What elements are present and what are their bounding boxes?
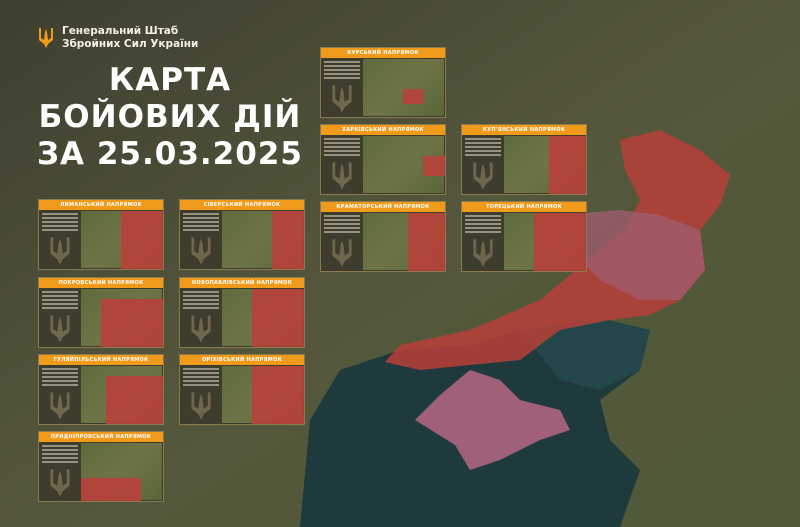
direction-panel: ЛИМАНСЬКИЙ НАПРЯМОК: [38, 199, 164, 270]
trident-icon: [191, 237, 211, 265]
panel-map: [81, 366, 163, 424]
panel-map: [222, 289, 304, 347]
panel-map: [222, 211, 304, 269]
direction-panel: ТОРЕЦЬКИЙ НАПРЯМОК: [461, 201, 587, 272]
trident-icon: [191, 315, 211, 343]
panel-title: ОРІХІВСЬКИЙ НАПРЯМОК: [180, 355, 304, 365]
occupied-area: [121, 211, 163, 269]
occupied-area: [106, 376, 163, 424]
trident-icon: [332, 85, 352, 113]
occupied-area: [272, 211, 304, 269]
panel-title: ПОКРОВСЬКИЙ НАПРЯМОК: [39, 278, 163, 288]
panel-title: КУП'ЯНСЬКИЙ НАПРЯМОК: [462, 125, 586, 135]
direction-panel: НОВОПАВЛІВСЬКИЙ НАПРЯМОК: [179, 277, 305, 348]
trident-icon: [191, 392, 211, 420]
panel-title: ГУЛЯЙПІЛЬСЬКИЙ НАПРЯМОК: [39, 355, 163, 365]
panel-description: [324, 215, 360, 235]
panel-description: [324, 138, 360, 158]
page-title: КАРТА БОЙОВИХ ДІЙ ЗА 25.03.2025: [0, 62, 340, 173]
panel-map: [363, 59, 444, 116]
panel-title: ЛИМАНСЬКИЙ НАПРЯМОК: [39, 200, 163, 210]
title-line-2: БОЙОВИХ ДІЙ: [38, 99, 302, 135]
crimea: [415, 370, 570, 470]
panel-title: ТОРЕЦЬКИЙ НАПРЯМОК: [462, 202, 586, 212]
azov-sea: [520, 318, 650, 390]
title-date: ЗА 25.03.2025: [37, 136, 303, 172]
panel-description: [42, 445, 78, 465]
panel-description: [183, 368, 219, 388]
panel-map: [504, 213, 586, 271]
trident-icon: [50, 315, 70, 343]
brand: Генеральний Штаб Збройних Сил України: [38, 25, 198, 51]
occupied-area: [549, 136, 586, 194]
trident-icon: [332, 162, 352, 190]
trident-icon: [50, 237, 70, 265]
occupied-area: [423, 156, 445, 176]
trident-icon: [50, 392, 70, 420]
direction-panel: ХАРКІВСЬКИЙ НАПРЯМОК: [320, 124, 446, 195]
direction-panel: КУП'ЯНСЬКИЙ НАПРЯМОК: [461, 124, 587, 195]
panel-description: [183, 291, 219, 311]
panel-title: ХАРКІВСЬКИЙ НАПРЯМОК: [321, 125, 445, 135]
org-line-2: Збройних Сил України: [62, 38, 199, 50]
panel-description: [465, 215, 501, 235]
panel-title: ПРИДНІПРОВСЬКИЙ НАПРЯМОК: [39, 432, 163, 442]
panel-title: КРАМАТОРСЬКИЙ НАПРЯМОК: [321, 202, 445, 212]
panel-description: [42, 213, 78, 233]
occupied-area: [408, 213, 445, 271]
occupied-area: [252, 366, 304, 424]
title-line-1: КАРТА: [108, 62, 232, 98]
panel-map: [504, 136, 586, 194]
panel-title: КУРСЬКИЙ НАПРЯМОК: [321, 48, 445, 58]
direction-panel: ПОКРОВСЬКИЙ НАПРЯМОК: [38, 277, 164, 348]
panel-title: СІВЕРСЬКИЙ НАПРЯМОК: [180, 200, 304, 210]
occupied-area: [101, 299, 163, 347]
panel-description: [42, 368, 78, 388]
panel-description: [465, 138, 501, 158]
direction-panel: ОРІХІВСЬКИЙ НАПРЯМОК: [179, 354, 305, 425]
occupied-area: [252, 289, 304, 347]
occupied-area: [534, 213, 586, 271]
occupied-territory-long-term: [560, 210, 705, 300]
panel-map: [81, 289, 163, 347]
trident-icon: [332, 239, 352, 267]
direction-panel: СІВЕРСЬКИЙ НАПРЯМОК: [179, 199, 305, 270]
panel-map: [222, 366, 304, 424]
direction-panel: КРАМАТОРСЬКИЙ НАПРЯМОК: [320, 201, 446, 272]
panel-description: [183, 213, 219, 233]
trident-icon: [473, 239, 493, 267]
occupied-area: [81, 478, 141, 501]
direction-panel: ПРИДНІПРОВСЬКИЙ НАПРЯМОК: [38, 431, 164, 502]
org-line-1: Генеральний Штаб: [62, 25, 179, 37]
occupied-territory: [385, 130, 730, 370]
panel-title: НОВОПАВЛІВСЬКИЙ НАПРЯМОК: [180, 278, 304, 288]
panel-description: [324, 61, 360, 81]
trident-icon: [50, 469, 70, 497]
panel-description: [42, 291, 78, 311]
panel-map: [363, 136, 445, 193]
panel-map: [81, 443, 162, 501]
trident-icon: [39, 28, 53, 48]
occupied-area: [403, 89, 423, 104]
panel-map: [81, 211, 163, 269]
trident-icon: [473, 162, 493, 190]
panel-map: [363, 213, 445, 271]
direction-panel: ГУЛЯЙПІЛЬСЬКИЙ НАПРЯМОК: [38, 354, 164, 425]
direction-panel: КУРСЬКИЙ НАПРЯМОК: [320, 47, 446, 118]
